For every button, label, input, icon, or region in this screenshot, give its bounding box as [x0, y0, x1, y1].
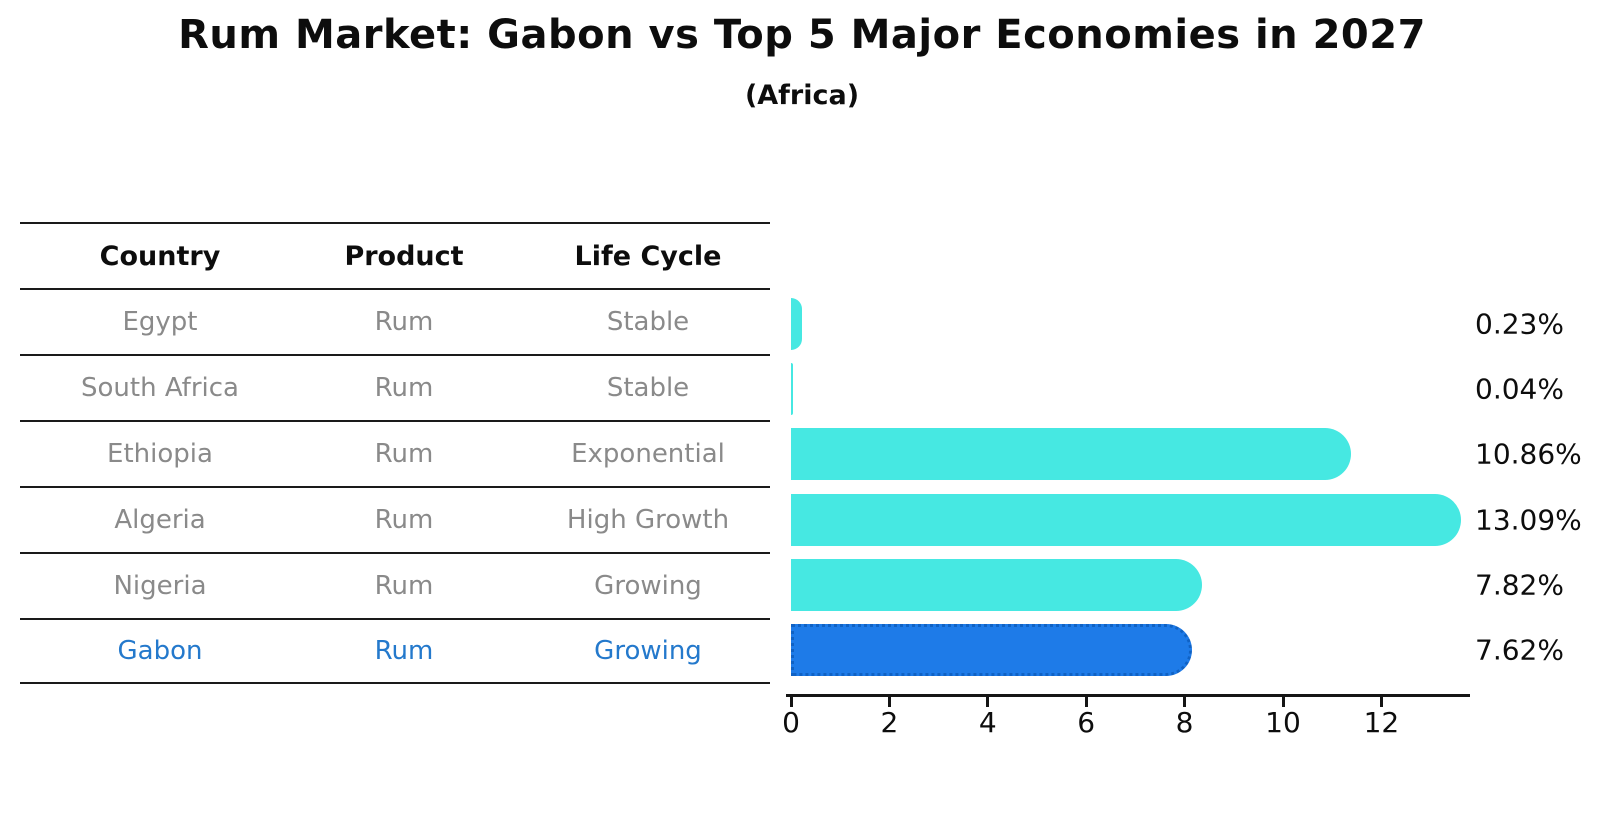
table-row: Egypt Rum Stable: [20, 288, 770, 354]
table-row-highlight-gabon: Gabon Rum Growing: [20, 618, 770, 684]
bar-algeria: [791, 493, 1462, 546]
x-axis-tickmark: [789, 697, 793, 707]
x-axis-tick-label: 10: [1265, 706, 1301, 739]
x-axis-line: [786, 694, 1470, 697]
cell-life-cycle: Stable: [606, 373, 690, 403]
x-axis-tickmark: [1379, 697, 1383, 707]
x-axis-tickmark: [1084, 697, 1088, 707]
x-axis-tick-label: 12: [1363, 706, 1400, 739]
bar-ethiopia: [791, 428, 1352, 481]
cell-life-cycle: Stable: [606, 307, 690, 337]
column-header-product: Product: [344, 240, 464, 272]
cell-country: Gabon: [117, 636, 203, 666]
x-axis-tickmark: [887, 697, 891, 707]
value-label-egypt: 0.23%: [1475, 307, 1564, 341]
cell-life-cycle: Growing: [594, 636, 702, 666]
table-row: South Africa Rum Stable: [20, 354, 770, 420]
table-header-row: Country Product Life Cycle: [20, 222, 770, 288]
bar-gabon: [791, 624, 1192, 676]
cell-country: South Africa: [81, 373, 239, 403]
cell-product: Rum: [374, 505, 434, 535]
x-axis-tickmark: [1183, 697, 1187, 707]
cell-product: Rum: [374, 571, 434, 601]
chart-subtitle: (Africa): [744, 80, 860, 111]
x-axis-tick-label: 8: [1175, 706, 1194, 739]
x-axis-tick-label: 4: [978, 706, 997, 739]
column-header-country: Country: [99, 240, 221, 272]
cell-product: Rum: [374, 439, 434, 469]
table-row: Algeria Rum High Growth: [20, 486, 770, 552]
bar-south-africa: [791, 363, 793, 416]
cell-life-cycle: Growing: [594, 571, 702, 601]
chart-title: Rum Market: Gabon vs Top 5 Major Economi…: [178, 12, 1426, 58]
bar-chart-area: [791, 222, 1470, 695]
cell-country: Nigeria: [113, 571, 207, 601]
column-header-life-cycle: Life Cycle: [574, 240, 722, 272]
cell-life-cycle: Exponential: [571, 439, 725, 469]
value-label-south-africa: 0.04%: [1475, 372, 1564, 406]
table-row: Nigeria Rum Growing: [20, 552, 770, 618]
x-axis-tickmark: [1281, 697, 1285, 707]
cell-product: Rum: [374, 307, 434, 337]
x-axis-tick-label: 2: [880, 706, 899, 739]
cell-life-cycle: High Growth: [566, 505, 730, 535]
table-row: Ethiopia Rum Exponential: [20, 420, 770, 486]
value-label-algeria: 13.09%: [1475, 503, 1582, 537]
x-axis-tickmark: [986, 697, 990, 707]
cell-country: Ethiopia: [107, 439, 213, 469]
x-axis-tick-label: 6: [1077, 706, 1096, 739]
cell-country: Egypt: [122, 307, 198, 337]
x-axis-tick-label: 0: [782, 706, 800, 739]
country-table: Country Product Life Cycle Egypt Rum Sta…: [20, 222, 770, 684]
bar-nigeria: [791, 558, 1202, 611]
value-label-ethiopia: 10.86%: [1475, 437, 1582, 471]
cell-product: Rum: [374, 636, 434, 666]
cell-country: Algeria: [114, 505, 206, 535]
cell-product: Rum: [374, 373, 434, 403]
value-label-gabon: 7.62%: [1475, 633, 1564, 667]
bar-egypt: [791, 298, 803, 350]
value-label-nigeria: 7.82%: [1475, 568, 1564, 602]
